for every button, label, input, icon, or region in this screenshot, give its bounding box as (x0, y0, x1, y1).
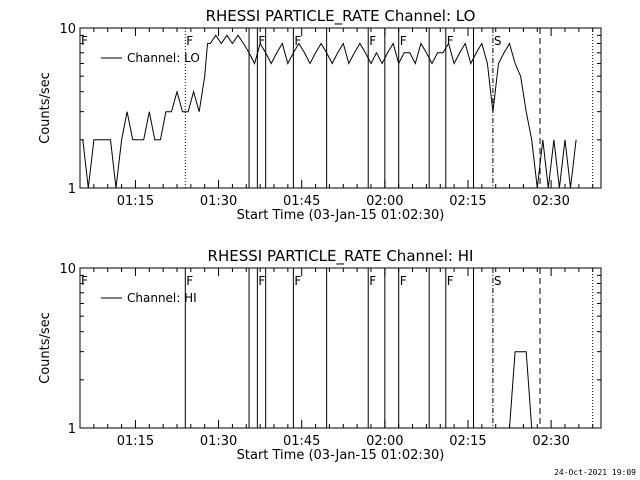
event-marker: F (447, 274, 454, 288)
event-marker: F (186, 274, 193, 288)
left-edge-marker: F (81, 274, 88, 288)
event-marker: F (369, 274, 376, 288)
x-tick-label: 01:30 (200, 194, 237, 209)
plot-frame (79, 27, 602, 189)
event-marker: S (494, 34, 502, 48)
x-tick-label: 02:30 (532, 194, 569, 209)
event-marker: F (258, 34, 265, 48)
y-axis-label: Counts/sec (38, 72, 53, 144)
x-tick-label: 01:45 (283, 194, 320, 209)
y-axis-label: Counts/sec (38, 312, 53, 384)
series-line (82, 34, 577, 189)
x-tick-label: 02:15 (449, 194, 486, 209)
x-tick-label: 02:00 (366, 194, 403, 209)
y-tick-label: 10 (59, 262, 76, 277)
x-tick-label: 01:30 (200, 434, 237, 449)
event-marker: F (400, 274, 407, 288)
plot-frame (79, 267, 602, 429)
chart-title: RHESSI PARTICLE_RATE Channel: LO (206, 7, 476, 26)
x-tick-label: 01:15 (117, 194, 154, 209)
legend-label: Channel: HI (127, 291, 197, 305)
event-marker: F (400, 34, 407, 48)
left-edge-marker: F (81, 34, 88, 48)
chart-title: RHESSI PARTICLE_RATE Channel: HI (208, 247, 474, 266)
event-marker: F (294, 34, 301, 48)
x-tick-label: 02:15 (449, 434, 486, 449)
event-marker: F (294, 274, 301, 288)
y-tick-label: 10 (59, 22, 76, 37)
x-axis-label: Start Time (03-Jan-15 01:02:30) (237, 208, 445, 223)
event-marker: F (369, 34, 376, 48)
event-marker: F (447, 34, 454, 48)
event-marker: F (186, 34, 193, 48)
x-tick-label: 01:15 (117, 434, 154, 449)
event-marker: F (258, 274, 265, 288)
x-axis-label: Start Time (03-Jan-15 01:02:30) (237, 448, 445, 463)
series-line (509, 351, 533, 429)
event-marker: S (494, 274, 502, 288)
x-tick-label: 02:00 (366, 434, 403, 449)
y-tick-label: 1 (68, 182, 76, 197)
panel-lo: RHESSI PARTICLE_RATE Channel: LO Start Ti… (38, 7, 602, 223)
x-tick-label: 02:30 (532, 434, 569, 449)
footer-stamp: 24-Oct-2021 19:09 (554, 468, 636, 477)
panel-hi: RHESSI PARTICLE_RATE Channel: HI Start Ti… (38, 247, 602, 463)
legend-label: Channel: LO (127, 51, 200, 65)
y-tick-label: 1 (68, 422, 76, 437)
x-tick-label: 01:45 (283, 434, 320, 449)
